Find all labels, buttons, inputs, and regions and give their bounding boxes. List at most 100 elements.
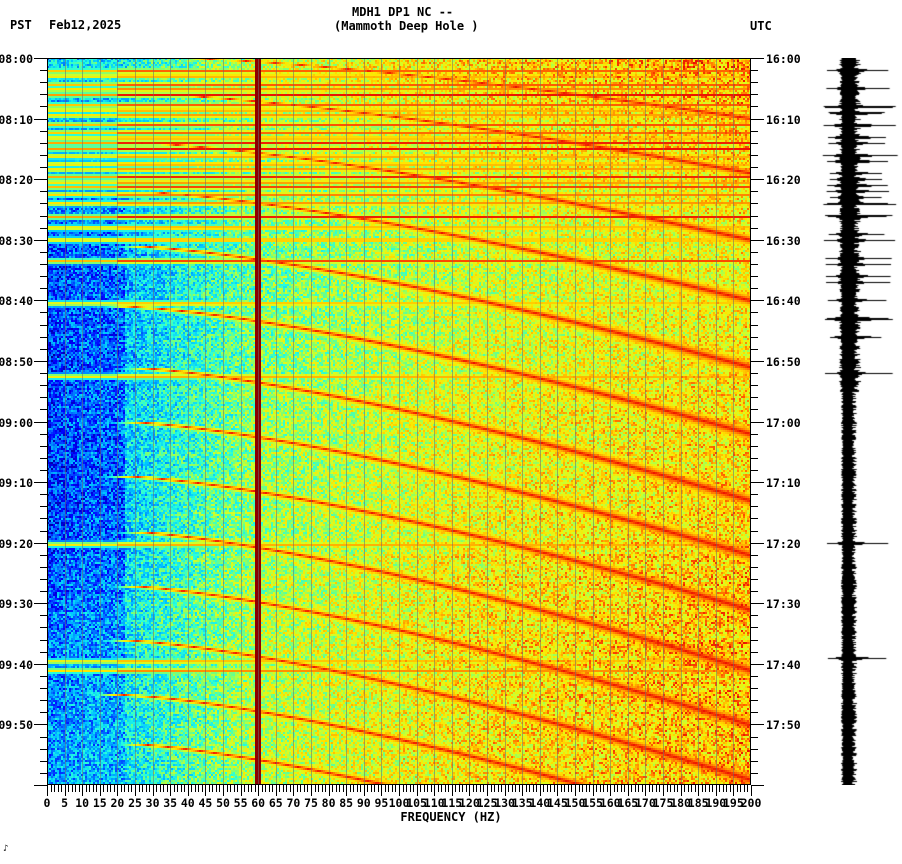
time-tick-minor-right	[751, 70, 758, 71]
time-tick-minor-left	[40, 216, 47, 217]
station-title: MDH1 DP1 NC --	[352, 5, 454, 19]
freq-tick-minor	[554, 785, 555, 792]
time-label-pst: 08:50	[0, 355, 33, 369]
freq-tick-minor	[491, 785, 492, 792]
freq-tick-minor	[723, 785, 724, 792]
time-tick-minor-left	[40, 446, 47, 447]
freq-tick-minor	[730, 785, 731, 792]
freq-label: 120	[459, 796, 480, 810]
freq-tick-major	[522, 785, 523, 796]
freq-label: 140	[529, 796, 551, 810]
freq-tick-minor	[515, 785, 516, 792]
time-tick-minor-right	[751, 627, 758, 628]
freq-tick-major	[733, 785, 734, 796]
freq-tick-minor	[431, 785, 432, 792]
freq-label: 160	[599, 796, 621, 810]
freq-tick-minor	[445, 785, 446, 792]
time-label-utc: 16:20	[766, 173, 801, 187]
freq-tick-minor	[667, 785, 668, 792]
time-tick-minor-left	[40, 737, 47, 738]
freq-tick-major	[153, 785, 154, 796]
time-tick-minor-right	[751, 228, 758, 229]
freq-label: 10	[75, 796, 90, 810]
freq-tick-minor	[438, 785, 439, 792]
freq-tick-minor	[212, 785, 213, 792]
time-tick-major-left	[34, 482, 47, 483]
freq-label: 170	[635, 796, 656, 810]
freq-tick-minor	[719, 785, 720, 792]
freq-tick-minor	[110, 785, 111, 792]
time-tick-minor-left	[40, 82, 47, 83]
freq-tick-minor	[737, 785, 738, 792]
freq-tick-minor	[279, 785, 280, 792]
freq-tick-minor	[413, 785, 414, 792]
freq-tick-minor	[156, 785, 157, 792]
time-tick-minor-right	[751, 143, 758, 144]
time-label-pst: 09:00	[0, 416, 33, 430]
freq-tick-minor	[624, 785, 625, 792]
freq-tick-major	[223, 785, 224, 796]
freq-tick-minor	[512, 785, 513, 792]
freq-tick-major	[364, 785, 365, 796]
freq-tick-major	[469, 785, 470, 796]
freq-label: 110	[423, 796, 445, 810]
time-tick-minor-right	[751, 579, 758, 580]
freq-label: 155	[582, 796, 603, 810]
freq-label: 20	[110, 796, 125, 810]
freq-tick-minor	[255, 785, 256, 792]
freq-tick-minor	[395, 785, 396, 792]
freq-tick-major	[487, 785, 488, 796]
freq-tick-major	[610, 785, 611, 796]
freq-label: 195	[723, 796, 744, 810]
freq-tick-major	[258, 785, 259, 796]
time-tick-minor-left	[40, 155, 47, 156]
time-tick-minor-left	[40, 143, 47, 144]
timezone-label-left: PST	[10, 18, 32, 32]
freq-tick-minor	[688, 785, 689, 792]
time-label-utc: 17:30	[766, 597, 801, 611]
time-tick-minor-right	[751, 325, 758, 326]
freq-tick-major	[65, 785, 66, 796]
freq-tick-minor	[128, 785, 129, 792]
freq-tick-minor	[244, 785, 245, 792]
time-label-utc: 17:20	[766, 537, 801, 551]
time-tick-minor-left	[40, 555, 47, 556]
freq-tick-minor	[536, 785, 537, 792]
time-tick-minor-left	[40, 531, 47, 532]
time-tick-minor-right	[751, 94, 758, 95]
time-tick-major-left	[34, 300, 47, 301]
time-label-utc: 16:40	[766, 294, 801, 308]
freq-tick-minor	[325, 785, 326, 792]
time-tick-minor-left	[40, 567, 47, 568]
time-tick-minor-right	[751, 349, 758, 350]
spectrogram-canvas	[47, 58, 751, 785]
freq-tick-minor	[652, 785, 653, 792]
freq-tick-major	[170, 785, 171, 796]
freq-tick-minor	[139, 785, 140, 792]
time-tick-major-right	[751, 361, 764, 362]
amplitude-trace-canvas	[820, 58, 900, 785]
freq-tick-major	[399, 785, 400, 796]
time-tick-minor-left	[40, 458, 47, 459]
time-tick-minor-left	[40, 712, 47, 713]
freq-tick-minor	[501, 785, 502, 792]
freq-label: 5	[61, 796, 69, 810]
freq-tick-minor	[124, 785, 125, 792]
freq-tick-minor	[483, 785, 484, 792]
freq-label: 145	[547, 796, 568, 810]
time-tick-minor-left	[40, 385, 47, 386]
freq-tick-minor	[315, 785, 316, 792]
time-tick-minor-left	[40, 276, 47, 277]
freq-tick-minor	[621, 785, 622, 792]
time-tick-major-left	[34, 179, 47, 180]
freq-tick-minor	[191, 785, 192, 792]
time-tick-minor-right	[751, 397, 758, 398]
freq-label: 90	[356, 796, 371, 810]
time-tick-minor-right	[751, 700, 758, 701]
freq-tick-minor	[564, 785, 565, 792]
freq-tick-minor	[343, 785, 344, 792]
time-tick-minor-right	[751, 458, 758, 459]
freq-tick-minor	[674, 785, 675, 792]
freq-tick-minor	[350, 785, 351, 792]
time-tick-minor-right	[751, 615, 758, 616]
